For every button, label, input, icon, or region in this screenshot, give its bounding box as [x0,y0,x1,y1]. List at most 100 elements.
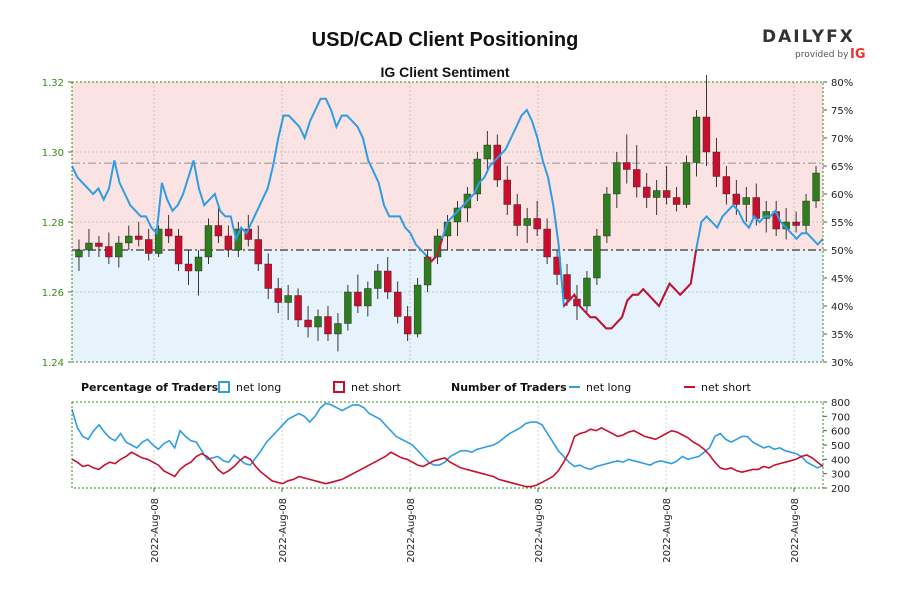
percent-tick-label: 40% [831,302,853,313]
price-tick-label: 1.28 [42,218,64,229]
candle-body [115,242,123,258]
price-tick-label: 1.32 [42,78,64,89]
percent-tick-label: 45% [831,274,853,285]
date-tick-label: 2022-Aug-08 [278,498,289,563]
legend-pct-long-label: net long [236,381,281,394]
percent-tick-label: 60% [831,190,853,201]
count-tick-label: 600 [831,427,850,438]
candle-body [682,162,691,205]
candle-body [722,176,731,195]
candle-body [254,239,262,265]
candle-body [224,235,233,251]
chart-title: USD/CAD Client Positioning [312,29,579,51]
candle-body [672,197,681,205]
date-tick-label: 2022-Aug-08 [534,498,545,563]
candle-body [433,235,442,258]
chart-subtitle: IG Client Sentiment [380,64,509,80]
count-tick-label: 700 [831,412,850,423]
candle-body [125,235,133,244]
candle-body [294,295,302,321]
net-short-pct-segment [425,238,444,263]
count-tick-label: 500 [831,441,850,452]
candle-body [214,225,223,237]
percent-tick-label: 75% [831,106,853,117]
legend-count-heading: Number of Traders [451,381,567,394]
candle-body [702,116,711,153]
legend-pct-short-swatch [333,381,345,393]
brand-provider: IG [850,47,866,62]
candle-body [105,246,113,258]
price-tick-label: 1.26 [42,288,64,299]
candle-body [732,193,741,205]
count-tick-label: 200 [831,484,850,495]
candle-body [603,193,611,237]
candlesticks [75,75,820,352]
candle-body [334,323,342,335]
candle-body [712,151,721,177]
candle-body [513,204,521,226]
candle-body [75,249,83,258]
candle-body [792,221,800,226]
percent-tick-label: 50% [831,246,853,257]
candle-body [613,162,621,195]
candle-body [324,316,332,335]
candle-body [692,116,701,163]
candle-body [384,270,392,293]
price-tick-label: 1.30 [42,148,64,159]
candle-body [483,144,492,160]
percent-axis: 30% 35% 40% 45% 50% 55% 60% 65% 70% 75% 80% [823,78,853,369]
date-axis: 2022-Aug-08 2022-Aug-08 2022-Aug-08 2022-Au… [150,488,801,563]
candle-body [503,179,511,205]
legend-count-short-label: net short [701,381,752,394]
candle-body [164,228,173,237]
candle-body [493,144,501,181]
candle-body [423,256,432,286]
candle-body [662,190,671,198]
net-long-zone [72,250,823,362]
candle-body [344,291,352,324]
legend-pct-short-label: net short [351,381,402,394]
percent-tick-label: 80% [831,78,853,89]
candle-body [145,239,153,254]
legend: Percentage of Traders net long net short… [81,381,752,394]
date-tick-label: 2022-Aug-08 [790,498,801,563]
legend-pct-heading: Percentage of Traders [81,381,219,394]
legend-pct-long-swatch [218,381,230,393]
brand-provided-by: provided by [795,50,849,60]
candle-body [174,235,183,265]
net-short-pct-segment [563,249,698,330]
candle-body [364,288,372,307]
candle-body [583,277,591,307]
percent-tick-label: 70% [831,134,853,145]
date-tick-label: 2022-Aug-08 [406,498,417,563]
count-tick-label: 300 [831,470,850,481]
candle-body [394,291,402,317]
count-axis: 200 300 400 500 600 700 800 [823,398,850,495]
candle-body [563,274,571,300]
price-sentiment-panel: 1.24 1.26 1.28 1.30 1.32 30% 35% 40% 45% 50% 55% 6… [42,75,853,369]
candle-body [95,242,103,247]
candle-body [274,288,282,303]
candle-body [633,169,641,188]
candle-body [403,316,412,335]
candle-body [623,162,631,170]
candle-body [184,263,193,272]
candle-body [812,172,820,202]
candle-body [374,270,382,289]
candle-body [204,225,213,258]
candle-body [543,228,551,258]
percent-tick-label: 55% [831,218,853,229]
candle-body [593,235,601,279]
candle-body [473,158,482,195]
date-tick-label: 2022-Aug-08 [662,498,673,563]
candle-body [643,186,651,198]
date-tick-label: 2022-Aug-08 [150,498,161,563]
brand-logo-text: DAILYFX [762,27,855,47]
percent-tick-label: 30% [831,358,853,369]
price-axis: 1.24 1.26 1.28 1.30 1.32 [42,78,72,369]
candle-body [304,319,312,328]
candle-body [354,291,362,307]
candle-body [264,263,272,289]
